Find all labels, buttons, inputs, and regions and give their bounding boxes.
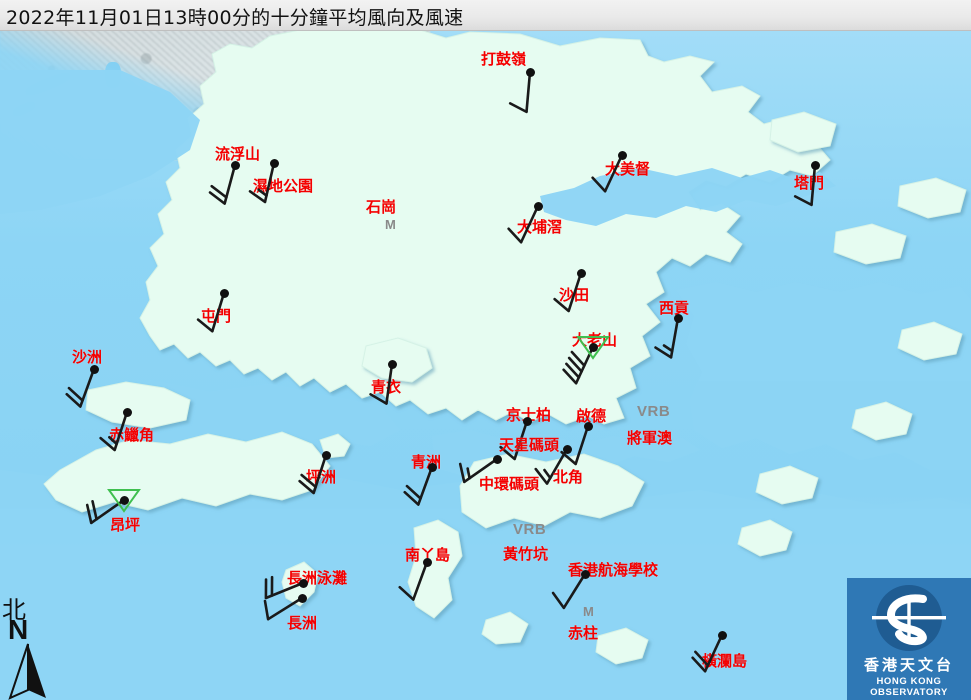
- station-label-0: 打鼓嶺: [481, 50, 527, 68]
- hko-logo-caption-cn: 香港天文台: [863, 656, 954, 674]
- station-label-8: 西貢: [659, 299, 690, 317]
- wind-barb-icon-25: [398, 561, 429, 601]
- hko-logo-mark-icon: [872, 585, 946, 651]
- station-label-18: 天星碼頭: [499, 436, 560, 454]
- station-label-20: 北角: [553, 468, 584, 486]
- station-dot-8: [673, 313, 683, 323]
- wind-barb-icon-8: [654, 317, 680, 359]
- wind-barb-icon-15: [403, 466, 434, 506]
- wind-barb-icon-10: [196, 292, 226, 333]
- station-dot-17: [583, 421, 593, 431]
- station-label-6: 塔門: [794, 174, 825, 192]
- station-label-25: 南丫島: [405, 546, 451, 564]
- wind-barb-icon-1: [208, 164, 237, 205]
- station-missing-flag-28: M: [583, 604, 594, 619]
- wind-barb-icon-11: [65, 368, 96, 408]
- station-label-24: 長洲: [287, 614, 318, 632]
- anemometer-triangle-icon-22: [107, 489, 141, 513]
- anemometer-triangle-icon-9: [576, 336, 610, 360]
- station-dot-7: [576, 268, 586, 278]
- station-dot-4: [617, 150, 627, 160]
- station-vrb-26: VRB: [513, 521, 547, 538]
- station-missing-flag-3: M: [385, 217, 396, 232]
- station-label-5: 大埔滘: [517, 218, 563, 236]
- hko-logo: 香港天文台 HONG KONG OBSERVATORY: [847, 578, 971, 700]
- station-dot-23: [298, 578, 308, 588]
- wind-barb-icon-24: [263, 596, 303, 621]
- station-label-22: 昂坪: [110, 516, 141, 534]
- station-dot-5: [533, 201, 543, 211]
- wind-barb-icon-16: [499, 420, 529, 461]
- station-dot-0: [525, 67, 535, 77]
- station-label-1: 流浮山: [215, 145, 261, 163]
- station-dot-12: [122, 407, 132, 417]
- station-label-11: 沙洲: [72, 348, 103, 366]
- station-dot-1: [230, 160, 240, 170]
- wind-barb-icon-2: [248, 162, 276, 204]
- wind-barb-icon-12: [99, 411, 129, 452]
- station-dot-14: [321, 450, 331, 460]
- wind-barb-icon-5: [507, 205, 540, 244]
- wind-barb-icon-23: [264, 575, 304, 600]
- station-dot-24: [297, 593, 307, 603]
- station-dot-16: [522, 416, 532, 426]
- station-dot-29: [717, 630, 727, 640]
- station-dot-25: [422, 557, 432, 567]
- wind-barb-icon-29: [691, 634, 724, 673]
- wind-barb-icon-14: [298, 454, 328, 495]
- wind-barb-icon-4: [591, 154, 624, 193]
- title-bar: [0, 0, 971, 31]
- station-dot-11: [89, 364, 99, 374]
- station-dot-22: [119, 495, 129, 505]
- station-dot-18: [562, 444, 572, 454]
- hko-logo-caption-en: HONG KONG OBSERVATORY: [870, 676, 948, 698]
- station-label-28: 赤柱: [568, 624, 599, 642]
- station-dot-9: [588, 342, 598, 352]
- station-label-19: 中環碼頭: [479, 475, 540, 493]
- station-label-17: 啟德: [576, 407, 607, 425]
- station-label-26: 黃竹坑: [503, 545, 549, 563]
- wind-barb-icon-19: [458, 457, 498, 484]
- station-dot-27: [580, 569, 590, 579]
- station-label-21: 將軍澳: [627, 429, 673, 447]
- station-label-14: 坪洲: [306, 468, 337, 486]
- wind-barb-icon-27: [551, 573, 587, 610]
- station-label-3: 石崗: [366, 198, 397, 216]
- station-label-16: 京士柏: [506, 406, 552, 424]
- station-label-13: 青衣: [371, 378, 402, 396]
- page-title: 2022年11月01日13時00分的十分鐘平均風向及風速: [6, 7, 464, 29]
- station-label-27: 香港航海學校: [568, 561, 659, 579]
- wind-barb-icon-0: [508, 71, 532, 114]
- compass-needle-icon: [8, 643, 46, 700]
- station-dot-2: [269, 158, 279, 168]
- station-dot-6: [810, 160, 820, 170]
- station-vrb-21: VRB: [637, 403, 671, 420]
- wind-barb-icon-18: [534, 448, 569, 485]
- station-dot-19: [492, 454, 502, 464]
- wind-barb-icon-13: [369, 363, 394, 405]
- compass-label-n: N: [8, 614, 29, 645]
- station-dot-10: [219, 288, 229, 298]
- wind-barb-icon-6: [793, 164, 817, 207]
- compass-rose: 北 N: [2, 590, 72, 700]
- station-dot-13: [387, 359, 397, 369]
- wind-barb-icon-7: [553, 272, 583, 313]
- compass-label-cn: 北: [2, 596, 26, 624]
- station-dot-15: [427, 462, 437, 472]
